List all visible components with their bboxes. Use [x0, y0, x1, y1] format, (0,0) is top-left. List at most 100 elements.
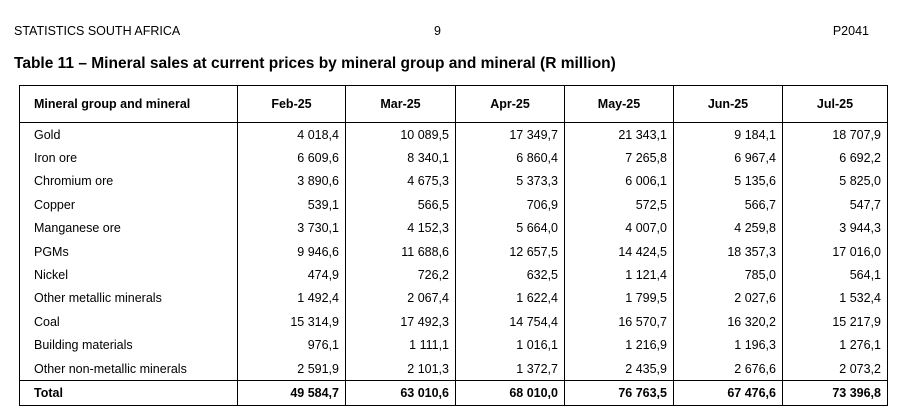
- value-cell: 12 657,5: [455, 239, 565, 264]
- value-cell: 539,1: [237, 193, 346, 217]
- value-cell: 17 016,0: [782, 239, 888, 264]
- value-cell: 547,7: [782, 193, 888, 217]
- value-cell: 4 152,3: [345, 216, 456, 240]
- value-cell: 2 435,9: [564, 356, 674, 381]
- value-cell: 785,0: [673, 263, 783, 287]
- table-row: Other metallic minerals 1 492,4 2 067,4 1 6…: [19, 286, 888, 311]
- value-cell: 8 340,1: [345, 146, 456, 170]
- value-cell: 1 532,4: [782, 286, 888, 311]
- value-cell: 726,2: [345, 263, 456, 287]
- value-cell: 564,1: [782, 263, 888, 287]
- value-cell: 1 622,4: [455, 286, 565, 311]
- value-cell: 4 007,0: [564, 216, 674, 240]
- mineral-sales-table: Mineral group and mineral Feb-25 Mar-25 …: [19, 85, 888, 406]
- value-cell: 18 707,9: [782, 122, 888, 147]
- table-row: Iron ore 6 609,6 8 340,1 6 860,4 7 265,8 6 96…: [19, 146, 888, 170]
- value-cell: 6 860,4: [455, 146, 565, 170]
- value-cell: 2 027,6: [673, 286, 783, 311]
- value-cell: 6 006,1: [564, 169, 674, 194]
- value-cell: 2 073,2: [782, 356, 888, 381]
- value-cell: 4 259,8: [673, 216, 783, 240]
- mineral-name-cell: Other non-metallic minerals: [19, 356, 238, 381]
- value-cell: 3 730,1: [237, 216, 346, 240]
- mineral-name-cell: Manganese ore: [19, 216, 238, 240]
- mineral-name-cell: Gold: [19, 122, 238, 147]
- value-cell: 17 349,7: [455, 122, 565, 147]
- value-cell: 16 320,2: [673, 310, 783, 334]
- value-cell: 1 196,3: [673, 333, 783, 357]
- column-header-mineral: Mineral group and mineral: [19, 85, 238, 123]
- value-cell: 5 135,6: [673, 169, 783, 194]
- column-header-month: Jul-25: [782, 85, 888, 123]
- value-cell: 474,9: [237, 263, 346, 287]
- mineral-name-cell: Total: [19, 380, 238, 406]
- mineral-name-cell: Chromium ore: [19, 169, 238, 194]
- value-cell: 16 570,7: [564, 310, 674, 334]
- value-cell: 5 373,3: [455, 169, 565, 194]
- value-cell: 76 763,5: [564, 380, 674, 406]
- value-cell: 1 372,7: [455, 356, 565, 381]
- value-cell: 3 944,3: [782, 216, 888, 240]
- table-row: Nickel 474,9 726,2 632,5 1 121,4 785,0 564,1: [19, 263, 888, 287]
- value-cell: 1 492,4: [237, 286, 346, 311]
- value-cell: 1 121,4: [564, 263, 674, 287]
- value-cell: 21 343,1: [564, 122, 674, 147]
- mineral-name-cell: Copper: [19, 193, 238, 217]
- column-header-month: Feb-25: [237, 85, 346, 123]
- value-cell: 73 396,8: [782, 380, 888, 406]
- value-cell: 14 424,5: [564, 239, 674, 264]
- page-header-org: STATISTICS SOUTH AFRICA: [14, 24, 181, 38]
- value-cell: 6 609,6: [237, 146, 346, 170]
- value-cell: 5 664,0: [455, 216, 565, 240]
- value-cell: 1 799,5: [564, 286, 674, 311]
- page-number: 9: [434, 24, 441, 38]
- table-row: Chromium ore 3 890,6 4 675,3 5 373,3 6 006,1…: [19, 169, 888, 194]
- table-row: Gold 4 018,4 10 089,5 17 349,7 21 343,1 9 184…: [19, 122, 888, 147]
- value-cell: 1 016,1: [455, 333, 565, 357]
- value-cell: 566,5: [345, 193, 456, 217]
- table-title: Table 11 – Mineral sales at current pric…: [14, 55, 616, 72]
- value-cell: 15 314,9: [237, 310, 346, 334]
- value-cell: 2 676,6: [673, 356, 783, 381]
- value-cell: 566,7: [673, 193, 783, 217]
- value-cell: 67 476,6: [673, 380, 783, 406]
- column-header-month: Mar-25: [345, 85, 456, 123]
- value-cell: 2 101,3: [345, 356, 456, 381]
- mineral-name-cell: PGMs: [19, 239, 238, 264]
- value-cell: 706,9: [455, 193, 565, 217]
- table-row: Manganese ore 3 730,1 4 152,3 5 664,0 4 007,…: [19, 216, 888, 240]
- value-cell: 14 754,4: [455, 310, 565, 334]
- value-cell: 18 357,3: [673, 239, 783, 264]
- value-cell: 6 967,4: [673, 146, 783, 170]
- table-row: PGMs 9 946,6 11 688,6 12 657,5 14 424,5 18 35…: [19, 239, 888, 264]
- column-header-month: May-25: [564, 85, 674, 123]
- mineral-name-cell: Nickel: [19, 263, 238, 287]
- value-cell: 7 265,8: [564, 146, 674, 170]
- value-cell: 976,1: [237, 333, 346, 357]
- table-row: Copper 539,1 566,5 706,9 572,5 566,7 547,7: [19, 193, 888, 217]
- table-row: Other non-metallic minerals 2 591,9 2 101,…: [19, 356, 888, 381]
- table-row: Coal 15 314,9 17 492,3 14 754,4 16 570,7 16 3…: [19, 310, 888, 334]
- table-body: Gold 4 018,4 10 089,5 17 349,7 21 343,1 9 184…: [19, 122, 888, 406]
- value-cell: 1 276,1: [782, 333, 888, 357]
- table-header-row: Mineral group and mineral Feb-25 Mar-25 …: [19, 85, 888, 123]
- value-cell: 49 584,7: [237, 380, 346, 406]
- value-cell: 6 692,2: [782, 146, 888, 170]
- table-row: Building materials 976,1 1 111,1 1 016,1 1 2…: [19, 333, 888, 357]
- value-cell: 11 688,6: [345, 239, 456, 264]
- mineral-name-cell: Other metallic minerals: [19, 286, 238, 311]
- value-cell: 17 492,3: [345, 310, 456, 334]
- column-header-month: Jun-25: [673, 85, 783, 123]
- value-cell: 9 184,1: [673, 122, 783, 147]
- value-cell: 3 890,6: [237, 169, 346, 194]
- column-header-month: Apr-25: [455, 85, 565, 123]
- value-cell: 68 010,0: [455, 380, 565, 406]
- total-row: Total 49 584,7 63 010,6 68 010,0 76 763,5 67 …: [19, 380, 888, 406]
- value-cell: 1 111,1: [345, 333, 456, 357]
- value-cell: 63 010,6: [345, 380, 456, 406]
- value-cell: 632,5: [455, 263, 565, 287]
- value-cell: 572,5: [564, 193, 674, 217]
- value-cell: 9 946,6: [237, 239, 346, 264]
- value-cell: 2 591,9: [237, 356, 346, 381]
- value-cell: 5 825,0: [782, 169, 888, 194]
